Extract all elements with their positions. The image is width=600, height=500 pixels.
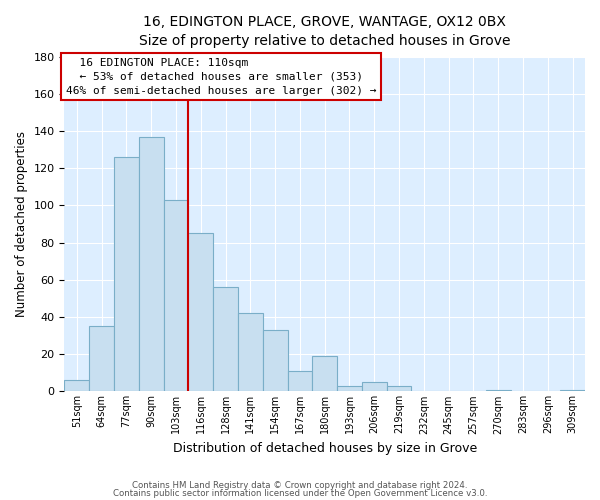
Text: 16 EDINGTON PLACE: 110sqm
  ← 53% of detached houses are smaller (353)
46% of se: 16 EDINGTON PLACE: 110sqm ← 53% of detac… (65, 58, 376, 96)
Bar (164, 200, 188, 392)
Bar (560, 390, 585, 392)
Bar (89, 326, 114, 392)
Title: 16, EDINGTON PLACE, GROVE, WANTAGE, OX12 0BX
Size of property relative to detach: 16, EDINGTON PLACE, GROVE, WANTAGE, OX12… (139, 15, 511, 48)
Bar (313, 356, 337, 392)
Bar (362, 382, 386, 392)
Bar (486, 390, 511, 392)
Bar (114, 157, 139, 392)
Text: Contains HM Land Registry data © Crown copyright and database right 2024.: Contains HM Land Registry data © Crown c… (132, 481, 468, 490)
Bar (213, 287, 238, 392)
Bar (139, 136, 164, 392)
X-axis label: Distribution of detached houses by size in Grove: Distribution of detached houses by size … (173, 442, 477, 455)
Bar (386, 386, 412, 392)
Bar (238, 314, 263, 392)
Bar (287, 371, 313, 392)
Bar (188, 234, 213, 392)
Bar (263, 330, 287, 392)
Bar (337, 386, 362, 392)
Bar (64, 380, 89, 392)
Y-axis label: Number of detached properties: Number of detached properties (15, 131, 28, 317)
Text: Contains public sector information licensed under the Open Government Licence v3: Contains public sector information licen… (113, 488, 487, 498)
